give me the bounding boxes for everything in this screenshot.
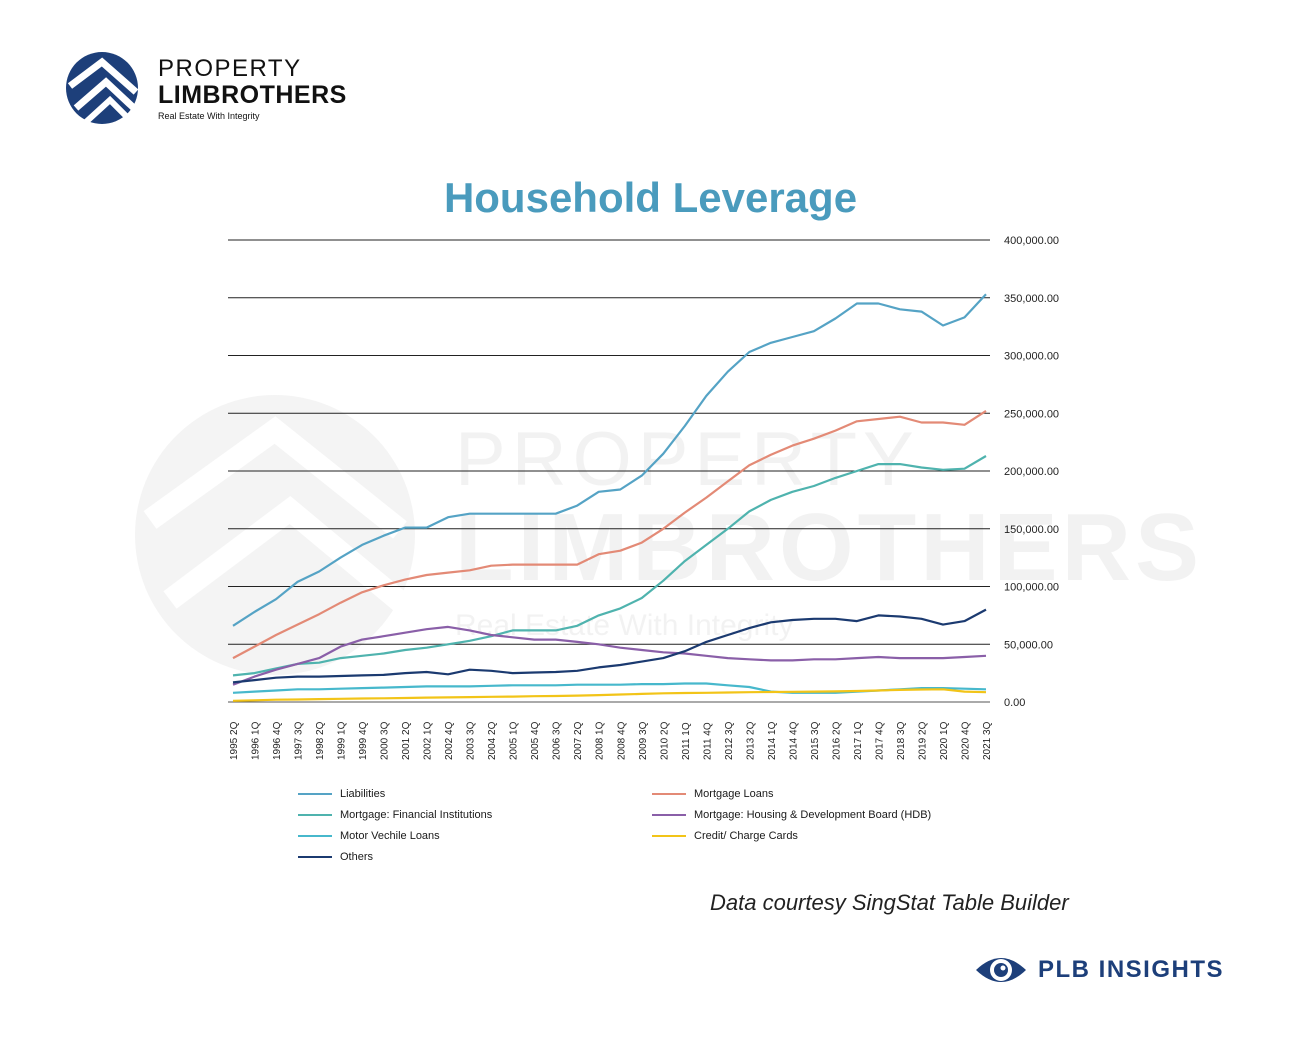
x-tick-label: 1997 3Q	[294, 721, 305, 760]
legend-swatch	[652, 814, 686, 816]
x-tick-label: 2021 3Q	[982, 721, 993, 760]
x-tick-label: 2008 4Q	[616, 721, 627, 760]
y-tick-label: 250,000.00	[1004, 408, 1059, 420]
y-tick-label: 0.00	[1004, 697, 1025, 709]
y-tick-label: 150,000.00	[1004, 524, 1059, 536]
x-tick-label: 2002 1Q	[423, 721, 434, 760]
x-tick-label: 2004 2Q	[487, 721, 498, 760]
watermark-text-2: LIMBROTHERS	[455, 494, 1203, 601]
x-tick-label: 2014 4Q	[788, 721, 799, 760]
legend-label: Motor Vechile Loans	[340, 830, 440, 842]
x-tick-label: 1999 4Q	[358, 721, 369, 760]
y-tick-label: 50,000.00	[1004, 639, 1053, 651]
x-tick-label: 2012 3Q	[724, 721, 735, 760]
x-tick-label: 2000 3Q	[380, 721, 391, 760]
x-tick-label: 2013 2Q	[745, 721, 756, 760]
x-tick-label: 1999 1Q	[337, 721, 348, 760]
x-tick-label: 2005 4Q	[530, 721, 541, 760]
legend-item: Mortgage Loans	[652, 786, 774, 802]
legend-item: Mortgage: Housing & Development Board (H…	[652, 807, 931, 823]
logo-line-2: LIMBROTHERS	[158, 81, 347, 109]
logo-line-1: PROPERTY	[158, 55, 302, 82]
x-tick-label: 2017 4Q	[874, 721, 885, 760]
logo-tagline: Real Estate With Integrity	[158, 111, 260, 121]
x-tick-label: 2017 1Q	[853, 721, 864, 760]
x-tick-label: 2016 2Q	[831, 721, 842, 760]
series-line	[232, 409, 987, 660]
x-tick-label: 1998 2Q	[315, 721, 326, 760]
brand-text: PLB INSIGHTS	[1038, 956, 1225, 983]
logo-wordmark: PROPERTY LIMBROTHERS Real Estate With In…	[158, 55, 347, 122]
series-line	[232, 608, 987, 684]
x-tick-label: 2005 1Q	[509, 721, 520, 760]
legend-label: Mortgage Loans	[694, 788, 774, 800]
legend-label: Credit/ Charge Cards	[694, 830, 798, 842]
legend-item: Motor Vechile Loans	[298, 828, 440, 844]
y-tick-label: 400,000.00	[1004, 235, 1059, 247]
x-tick-label: 1996 4Q	[272, 721, 283, 760]
x-tick-label: 2009 3Q	[638, 721, 649, 760]
legend-label: Liabilities	[340, 788, 386, 800]
series-line	[232, 688, 987, 702]
legend-swatch	[652, 835, 686, 837]
x-tick-label: 1995 2Q	[229, 721, 240, 760]
chart-title: Household Leverage	[443, 174, 858, 221]
x-tick-label: 2020 4Q	[960, 721, 971, 760]
legend-swatch	[298, 835, 332, 837]
x-tick-label: 2001 2Q	[401, 721, 412, 760]
plb-insights-brand: PLB INSIGHTS	[974, 950, 1224, 990]
x-tick-label: 2011 1Q	[681, 722, 692, 760]
data-credit: Data courtesy SingStat Table Builder	[710, 890, 1069, 915]
eye-icon	[976, 958, 1026, 982]
house-roof-logo-icon	[66, 52, 138, 124]
y-tick-label: 350,000.00	[1004, 293, 1059, 305]
legend-label: Others	[340, 851, 374, 863]
y-tick-label: 100,000.00	[1004, 582, 1059, 594]
x-tick-label: 2002 4Q	[444, 721, 455, 760]
x-tick-label: 2011 4Q	[702, 722, 713, 760]
y-tick-label: 300,000.00	[1004, 351, 1059, 363]
x-tick-label: 2007 2Q	[573, 721, 584, 760]
x-tick-label: 2018 3Q	[896, 721, 907, 760]
legend-swatch	[298, 793, 332, 795]
watermark-text-1: PROPERTY	[455, 417, 920, 502]
legend-item: Others	[298, 849, 373, 865]
legend-swatch	[652, 793, 686, 795]
legend-label: Mortgage: Housing & Development Board (H…	[694, 809, 932, 821]
x-tick-label: 2010 2Q	[659, 721, 670, 760]
x-tick-label: 2006 3Q	[552, 721, 563, 760]
legend-label: Mortgage: Financial Institutions	[340, 809, 493, 821]
series-line	[232, 293, 987, 627]
x-tick-label: 2008 1Q	[595, 721, 606, 760]
series-line	[232, 455, 987, 677]
x-tick-label: 2014 1Q	[767, 721, 778, 760]
legend-item: Mortgage: Financial Institutions	[298, 807, 492, 823]
series-line	[232, 625, 987, 686]
x-tick-label: 2019 2Q	[917, 721, 928, 760]
legend-swatch	[298, 814, 332, 816]
legend-item: Liabilities	[298, 786, 385, 802]
legend-item: Credit/ Charge Cards	[652, 828, 798, 844]
y-tick-label: 200,000.00	[1004, 466, 1059, 478]
x-tick-label: 2003 3Q	[466, 721, 477, 760]
x-tick-label: 2015 3Q	[810, 721, 821, 760]
x-tick-label: 2020 1Q	[939, 721, 950, 760]
legend-swatch	[298, 856, 332, 858]
x-tick-label: 1996 1Q	[251, 721, 262, 760]
company-logo: PROPERTY LIMBROTHERS Real Estate With In…	[66, 52, 366, 124]
